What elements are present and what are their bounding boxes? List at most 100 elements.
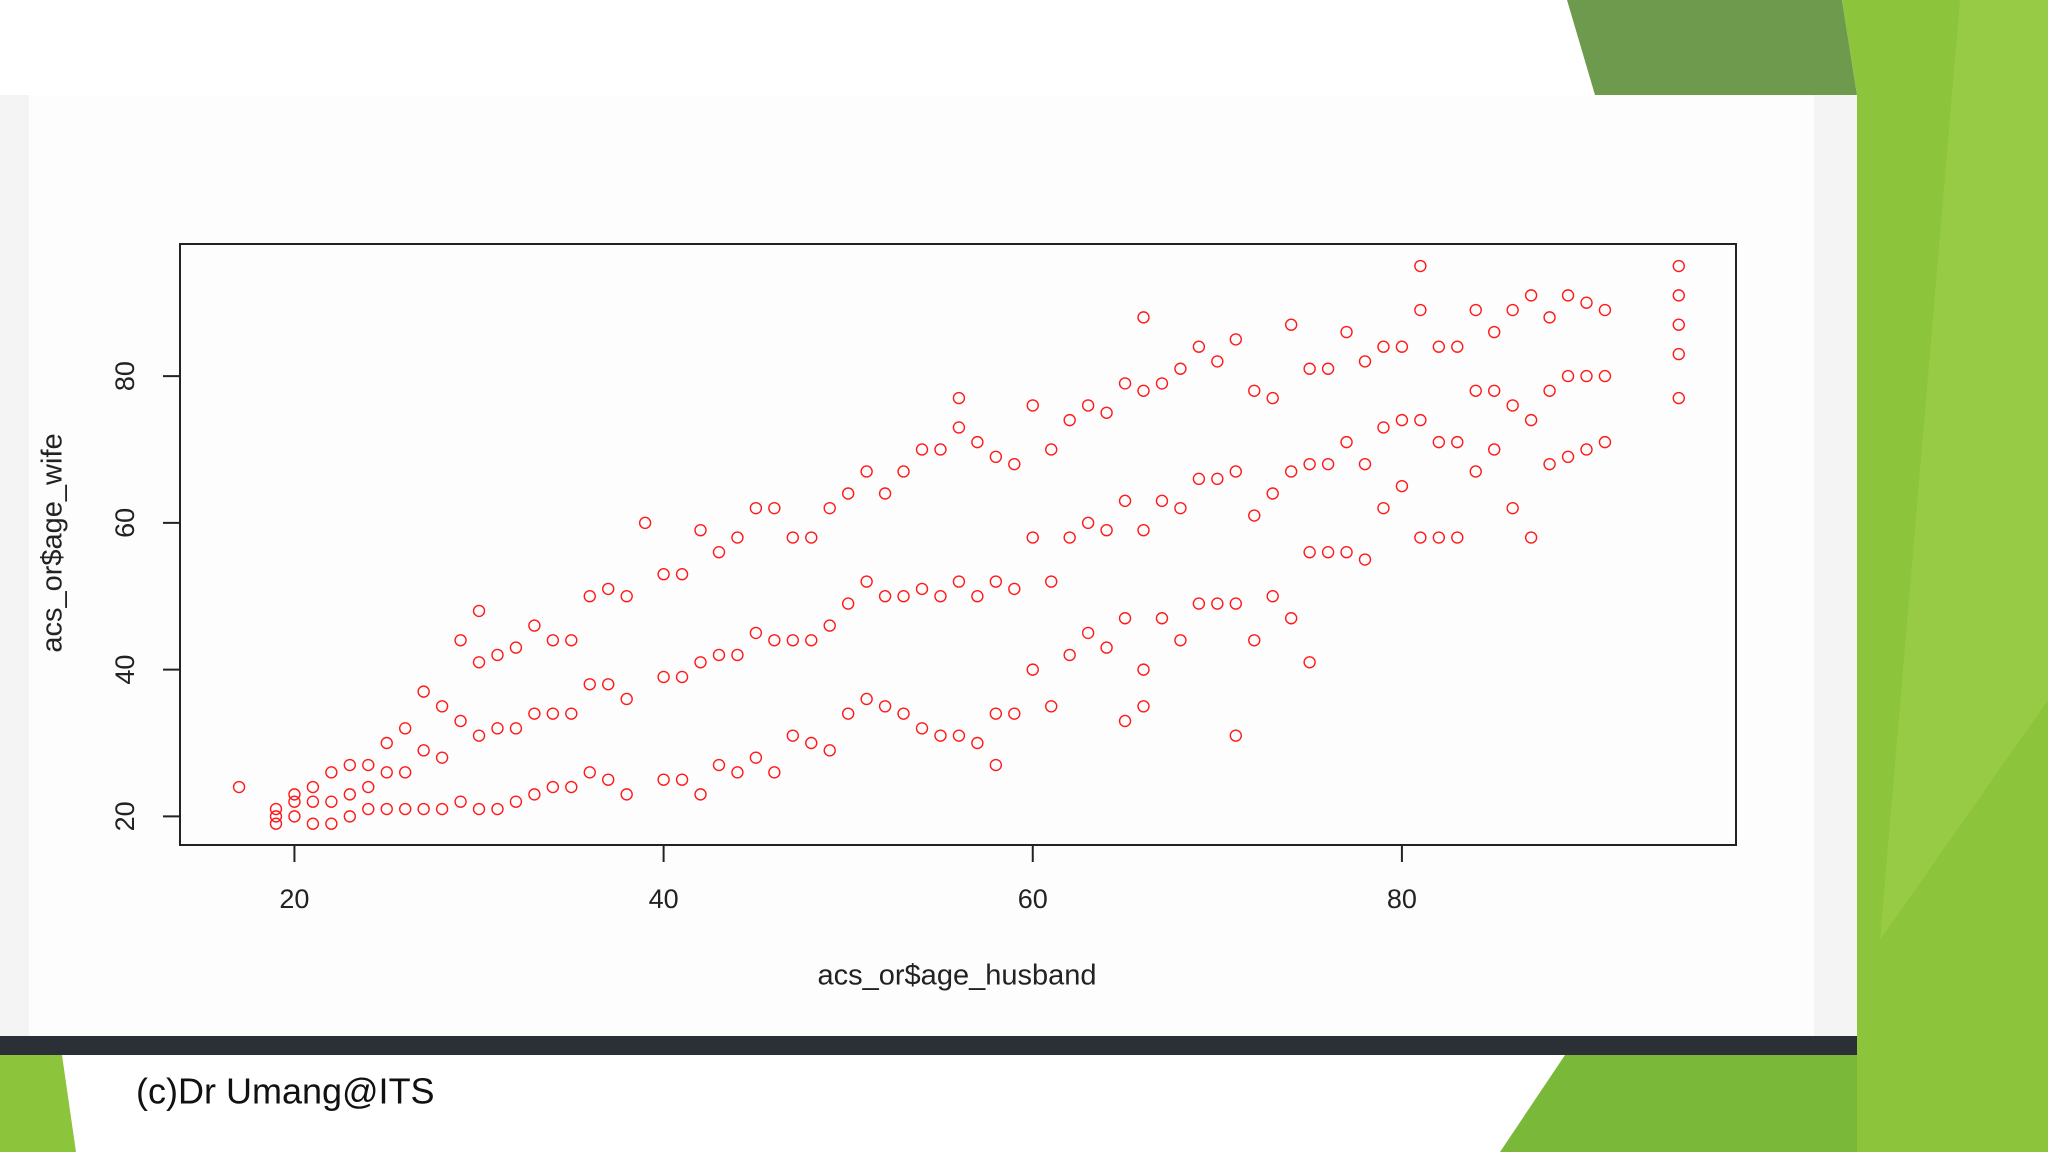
point — [1100, 641, 1113, 654]
point — [1248, 634, 1261, 647]
point — [934, 590, 947, 603]
point — [952, 575, 966, 588]
y-tick-label: 80 — [110, 361, 140, 391]
point — [675, 773, 689, 786]
point — [971, 736, 984, 750]
point — [1358, 457, 1372, 471]
point — [325, 766, 338, 779]
point — [694, 788, 707, 801]
point — [1321, 362, 1335, 375]
point — [269, 817, 283, 830]
point — [454, 634, 467, 647]
point — [1248, 509, 1261, 522]
point — [1432, 531, 1446, 544]
point — [509, 641, 523, 654]
point — [269, 810, 283, 823]
x-axis-label: acs_or$age_husband — [818, 960, 1097, 992]
point — [1488, 443, 1501, 456]
point — [841, 487, 855, 500]
point — [1137, 384, 1150, 397]
point — [1469, 465, 1482, 478]
y-tick-label: 60 — [110, 508, 140, 538]
point — [620, 788, 633, 801]
point — [1543, 311, 1556, 324]
point — [971, 435, 984, 449]
point — [731, 766, 744, 779]
point — [1432, 435, 1446, 449]
point — [1174, 501, 1187, 515]
point — [1469, 303, 1482, 317]
point — [362, 802, 375, 816]
point — [620, 692, 633, 706]
point — [694, 656, 707, 669]
point — [1377, 340, 1390, 353]
point — [823, 619, 836, 632]
point — [1321, 457, 1335, 471]
point — [712, 648, 726, 662]
point — [1506, 303, 1519, 317]
point — [952, 391, 966, 405]
point — [878, 590, 892, 603]
point — [1192, 340, 1206, 353]
point — [1395, 413, 1409, 427]
point — [1229, 465, 1242, 478]
point — [638, 516, 652, 530]
point — [1672, 259, 1685, 273]
x-tick-label: 40 — [649, 884, 679, 914]
point — [786, 729, 800, 742]
point — [1340, 546, 1353, 559]
decor-bottom-left — [0, 1055, 76, 1152]
point — [1081, 516, 1095, 530]
point — [934, 729, 947, 742]
point — [288, 788, 301, 801]
point — [546, 634, 560, 647]
y-tick-label: 20 — [110, 801, 140, 831]
point — [712, 546, 726, 559]
point — [1045, 575, 1058, 588]
point — [1118, 377, 1132, 390]
point — [583, 678, 596, 691]
point — [915, 722, 929, 735]
point — [749, 626, 763, 640]
point — [325, 795, 338, 808]
point — [343, 810, 357, 823]
point — [1248, 384, 1261, 397]
point — [823, 744, 836, 757]
decor-dark-green — [1567, 0, 1857, 95]
point — [362, 780, 375, 794]
point — [491, 802, 504, 816]
point — [731, 648, 744, 662]
point — [1469, 384, 1482, 397]
point — [1155, 377, 1169, 390]
point — [528, 619, 541, 632]
point — [232, 780, 246, 794]
point — [565, 634, 578, 647]
point — [472, 802, 486, 816]
point — [472, 656, 486, 669]
point — [823, 501, 836, 515]
y-tick-label: 40 — [110, 655, 140, 685]
point — [435, 700, 449, 713]
point — [934, 443, 947, 456]
point — [306, 817, 320, 830]
point — [1211, 355, 1224, 368]
point — [1081, 626, 1095, 640]
point — [1561, 289, 1575, 302]
point — [565, 707, 578, 720]
point — [1266, 487, 1279, 500]
point — [841, 597, 855, 610]
x-tick-label: 80 — [1387, 884, 1417, 914]
point — [1045, 443, 1058, 456]
point — [860, 575, 873, 588]
point — [583, 766, 596, 779]
point — [454, 714, 467, 728]
point — [1155, 494, 1169, 508]
point — [417, 685, 430, 698]
point — [952, 421, 966, 434]
point — [528, 707, 541, 720]
point — [1377, 501, 1390, 515]
point — [269, 802, 283, 816]
point — [417, 802, 430, 816]
point — [1100, 523, 1113, 537]
point — [509, 795, 523, 808]
